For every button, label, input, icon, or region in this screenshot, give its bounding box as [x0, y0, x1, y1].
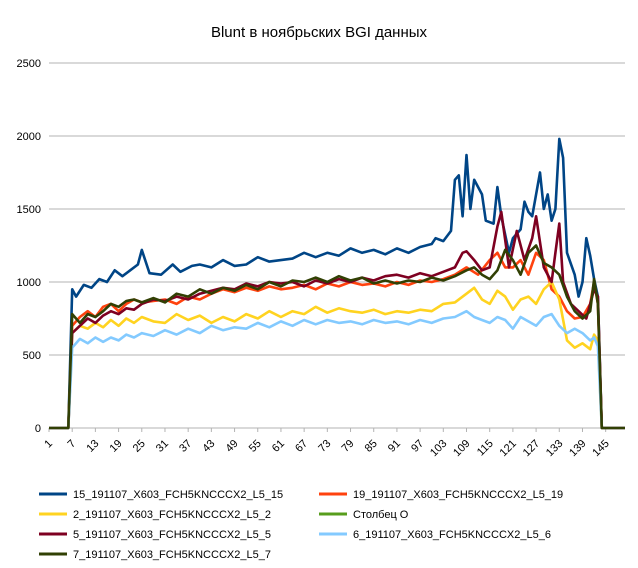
x-tick-label: 43: [200, 438, 217, 455]
legend-label: 6_191107_X603_FCH5KNCCCX2_L5_6: [353, 529, 551, 541]
x-tick-label: 25: [131, 438, 148, 455]
y-tick-label: 1000: [17, 277, 41, 289]
y-tick-label: 1500: [17, 204, 41, 216]
x-tick-label: 31: [154, 438, 171, 455]
y-tick-label: 2000: [17, 131, 41, 143]
x-tick-label: 19: [108, 438, 125, 455]
y-tick-label: 2500: [17, 58, 41, 70]
legend-label: Столбец O: [353, 509, 409, 521]
series-line-5: [49, 210, 625, 430]
x-tick-label: 127: [521, 438, 542, 459]
x-tick-label: 13: [84, 438, 101, 455]
legend-label: 19_191107_X603_FCH5KNCCCX2_L5_19: [353, 489, 563, 501]
series-line-6: [49, 309, 625, 430]
x-tick-label: 103: [428, 438, 449, 459]
series-lines: [49, 137, 625, 430]
x-tick-label: 49: [224, 438, 241, 455]
x-tick-label: 79: [340, 438, 357, 455]
series-line-3: [49, 280, 625, 430]
x-tick-label: 73: [316, 438, 333, 455]
gridlines: [49, 62, 625, 429]
legend: 15_191107_X603_FCH5KNCCCX2_L5_15 19_19110…: [39, 489, 563, 561]
chart-title: Blunt в ноябрьских BGI данных: [211, 24, 428, 41]
x-tick-label: 97: [409, 438, 426, 455]
legend-label: 5_191107_X603_FCH5KNCCCX2_L5_5: [73, 529, 271, 541]
x-tick-label: 55: [247, 438, 264, 455]
x-tick-label: 115: [475, 438, 496, 459]
x-tick-label: 91: [386, 438, 403, 455]
series-line-7: [49, 244, 625, 430]
legend-label: 2_191107_X603_FCH5KNCCCX2_L5_2: [73, 509, 271, 521]
axes: 0 500 1000 1500 2000 2500 1 7 13 19 25 31 37 43 49 55 61…: [17, 58, 625, 459]
x-tick-label: 1: [42, 438, 55, 451]
x-tick-label: 61: [270, 438, 287, 455]
x-tick-label: 145: [590, 438, 611, 459]
x-tick-label: 109: [451, 438, 472, 459]
x-tick-label: 139: [567, 438, 588, 459]
series-line-1: [49, 137, 625, 430]
x-tick-label: 37: [177, 438, 194, 455]
x-tick-label: 67: [293, 438, 310, 455]
x-tick-label: 85: [363, 438, 380, 455]
legend-label: 15_191107_X603_FCH5KNCCCX2_L5_15: [73, 489, 283, 501]
y-tick-label: 500: [23, 350, 41, 362]
legend-label: 7_191107_X603_FCH5KNCCCX2_L5_7: [73, 549, 271, 561]
x-tick-label: 121: [498, 438, 519, 459]
x-tick-label: 133: [544, 438, 565, 459]
x-tick-label: 7: [65, 438, 78, 451]
y-tick-label: 0: [35, 423, 41, 435]
